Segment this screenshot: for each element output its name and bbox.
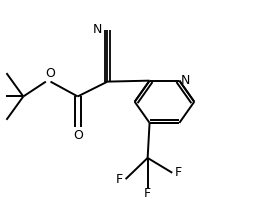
Text: F: F: [175, 166, 182, 179]
Text: F: F: [144, 187, 151, 200]
Text: F: F: [116, 173, 123, 186]
Text: O: O: [73, 129, 83, 142]
Text: N: N: [180, 74, 190, 86]
Text: N: N: [93, 23, 102, 36]
Text: O: O: [46, 67, 55, 80]
